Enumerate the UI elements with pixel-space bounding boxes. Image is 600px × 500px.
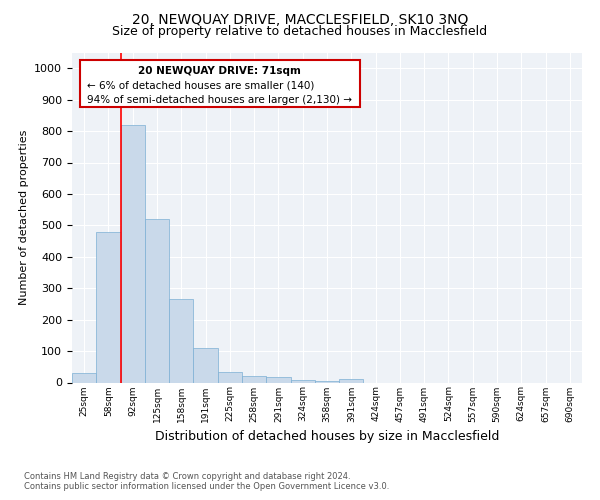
Bar bbox=[121, 125, 145, 382]
Text: Size of property relative to detached houses in Macclesfield: Size of property relative to detached ho… bbox=[112, 25, 488, 38]
X-axis label: Distribution of detached houses by size in Macclesfield: Distribution of detached houses by size … bbox=[155, 430, 499, 443]
Text: 94% of semi-detached houses are larger (2,130) →: 94% of semi-detached houses are larger (… bbox=[88, 96, 352, 106]
Text: 20 NEWQUAY DRIVE: 71sqm: 20 NEWQUAY DRIVE: 71sqm bbox=[139, 66, 301, 76]
Bar bbox=[218, 372, 242, 382]
Bar bbox=[339, 380, 364, 382]
Bar bbox=[315, 381, 339, 382]
Bar bbox=[193, 348, 218, 382]
Bar bbox=[169, 299, 193, 382]
Text: 20, NEWQUAY DRIVE, MACCLESFIELD, SK10 3NQ: 20, NEWQUAY DRIVE, MACCLESFIELD, SK10 3N… bbox=[132, 12, 468, 26]
Text: ← 6% of detached houses are smaller (140): ← 6% of detached houses are smaller (140… bbox=[88, 80, 314, 90]
Text: Contains public sector information licensed under the Open Government Licence v3: Contains public sector information licen… bbox=[24, 482, 389, 491]
Bar bbox=[145, 219, 169, 382]
Bar bbox=[290, 380, 315, 382]
Bar bbox=[96, 232, 121, 382]
Y-axis label: Number of detached properties: Number of detached properties bbox=[19, 130, 29, 305]
FancyBboxPatch shape bbox=[80, 60, 360, 107]
Bar bbox=[242, 376, 266, 382]
Bar bbox=[72, 373, 96, 382]
Text: Contains HM Land Registry data © Crown copyright and database right 2024.: Contains HM Land Registry data © Crown c… bbox=[24, 472, 350, 481]
Bar bbox=[266, 377, 290, 382]
